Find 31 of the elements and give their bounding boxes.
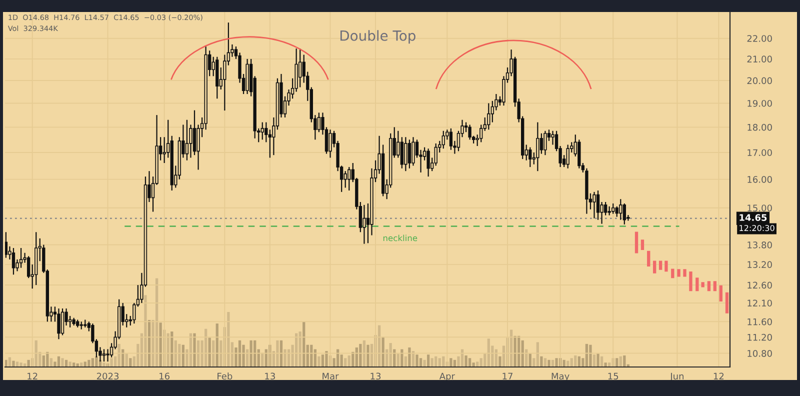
ref-line-label: 14.65: [740, 214, 767, 221]
y-tick-label: 13.20: [748, 261, 772, 268]
text: 12:20:30: [740, 224, 774, 232]
y-tick-label: 17.00: [748, 149, 772, 156]
x-tick-label: 16: [160, 372, 170, 380]
y-tick-label: 19.00: [748, 100, 772, 107]
ref-line-label: neckline: [383, 234, 418, 242]
y-tick-label: 20.00: [747, 77, 772, 84]
y-tick-label: 13.80: [748, 242, 772, 248]
x-tick-label: Mar: [322, 372, 339, 380]
y-tick-label: 16.00: [748, 176, 772, 183]
x-tick-label: Apr: [439, 372, 455, 382]
x-tick-label: 12: [714, 372, 724, 380]
y-tick-label: 12.60: [748, 282, 772, 289]
x-tick-label: 17: [502, 372, 512, 380]
y-tick-label: 11.20: [748, 334, 772, 341]
x-tick-label: 2023: [96, 372, 119, 380]
x-tick-label: Feb: [218, 372, 232, 380]
y-tick-label: 21.00: [747, 56, 772, 63]
y-tick-label: 11.60: [748, 318, 772, 326]
x-tick-label: May: [552, 372, 570, 382]
y-tick-label: 12.10: [748, 300, 772, 307]
y-tick-label: 10.80: [748, 350, 772, 357]
y-tick-label: 22.00: [747, 35, 772, 42]
x-tick-label: 13: [370, 372, 381, 380]
x-tick-label: 15: [608, 372, 618, 380]
x-tick-label: 13: [265, 372, 275, 380]
y-tick-label: 15.00: [748, 204, 772, 212]
text: Double Top: [340, 30, 416, 44]
y-tick-label: 18.00: [748, 124, 772, 131]
x-tick-label: 12: [28, 372, 38, 380]
